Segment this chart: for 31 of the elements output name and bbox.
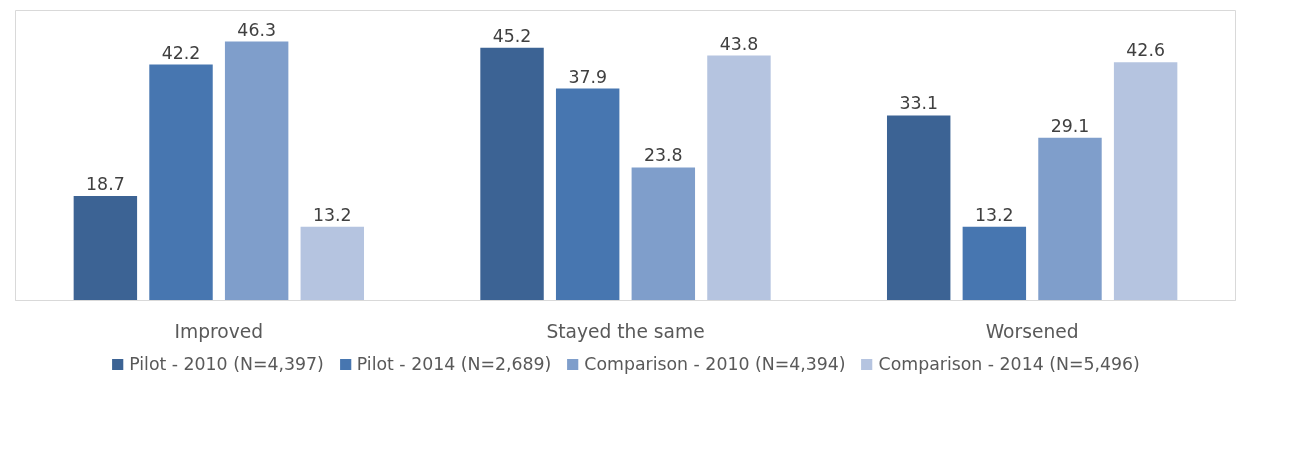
- bar: [480, 47, 544, 301]
- bar: [73, 195, 138, 301]
- legend-label: Pilot - 2014 (N=2,689): [356, 354, 552, 374]
- x-tick-label: Stayed the same: [546, 320, 705, 342]
- bar: [1113, 62, 1178, 301]
- x-tick-label: Improved: [174, 320, 264, 342]
- data-label: 43.8: [719, 33, 759, 54]
- data-label: 13.2: [313, 204, 352, 225]
- bar: [1038, 137, 1102, 301]
- data-label: 29.1: [1050, 115, 1090, 136]
- data-label: 45.2: [492, 25, 532, 46]
- data-label: 42.6: [1126, 40, 1165, 61]
- data-label: 18.7: [86, 173, 125, 194]
- bar: [631, 167, 696, 301]
- data-label: 33.1: [899, 93, 939, 114]
- legend-label: Comparison - 2014 (N=5,496): [878, 354, 1140, 374]
- data-label: 37.9: [568, 66, 607, 87]
- data-label: 23.8: [644, 145, 683, 166]
- data-label: 46.3: [237, 19, 276, 40]
- bar: [300, 226, 365, 301]
- bar: [707, 55, 771, 301]
- x-tick-label: Worsened: [985, 320, 1079, 342]
- legend-label: Comparison - 2010 (N=4,394): [584, 354, 846, 374]
- data-label: 42.2: [161, 42, 201, 63]
- bar: [962, 226, 1027, 301]
- bar: [886, 115, 951, 301]
- bar: [555, 88, 620, 301]
- legend-label: Pilot - 2010 (N=4,397): [129, 354, 324, 374]
- data-label: 13.2: [975, 204, 1014, 225]
- bar: [149, 64, 213, 301]
- bar: [224, 41, 289, 301]
